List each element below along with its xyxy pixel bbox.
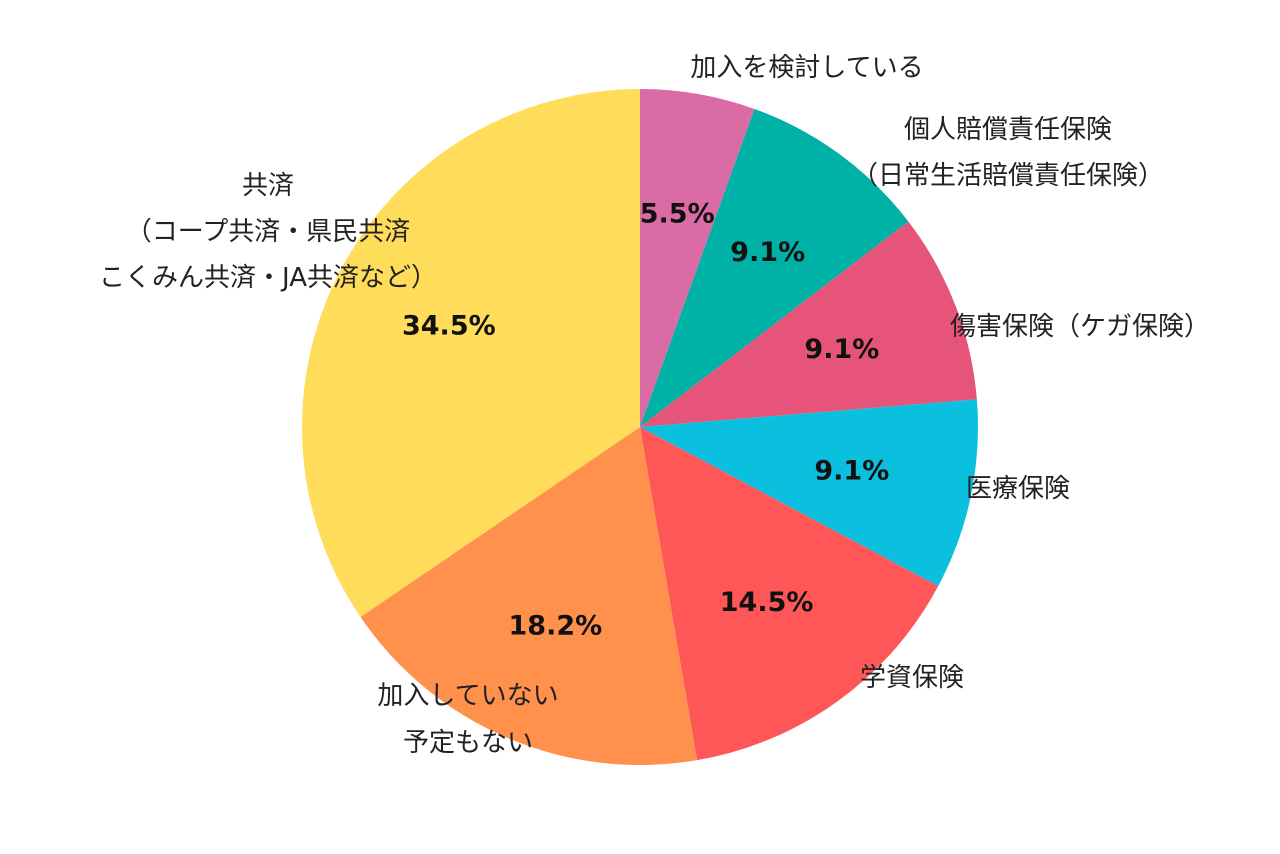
slice-category-label-line: 傷害保険（ケガ保険）	[950, 312, 1210, 342]
slice-category-label: 学資保険	[860, 663, 964, 693]
slice-category-label-line: 加入を検討している	[690, 53, 923, 83]
pie-slice	[360, 427, 698, 765]
slice-category-label-line: （コープ共済・県民共済	[126, 217, 410, 247]
slice-category-label-line: 加入していない	[377, 681, 558, 711]
slice-category-label: 加入していない予定もない	[377, 681, 558, 758]
slice-category-label-line: こくみん共済・JA共済など）	[99, 263, 437, 293]
pie-slice	[302, 89, 640, 617]
pie-slice	[640, 108, 909, 427]
slice-category-label-line: 学資保険	[860, 663, 964, 693]
slice-category-label: 個人賠償責任保険 （日常生活賠償責任保険）	[852, 115, 1164, 191]
slice-category-label: 加入を検討している	[690, 53, 923, 83]
pie-slice	[640, 399, 978, 587]
pie-slice	[640, 221, 977, 427]
slice-category-label: 医療保険	[966, 474, 1070, 504]
slice-percent-label: 9.1%	[730, 237, 805, 268]
slice-percent-label: 9.1%	[814, 455, 889, 486]
slice-category-label: 共済 （コープ共済・県民共済こくみん共済・JA共済など）	[99, 171, 437, 293]
slice-percent-label: 14.5%	[720, 587, 814, 618]
pie-slice	[640, 89, 755, 427]
slice-percent-label: 18.2%	[509, 611, 603, 642]
slice-percent-label: 5.5%	[640, 198, 715, 229]
slice-category-label: 傷害保険（ケガ保険）	[950, 312, 1210, 342]
slice-category-label-line: 共済	[242, 171, 294, 201]
slice-category-label-line: 医療保険	[966, 474, 1070, 504]
slice-category-label-line: （日常生活賠償責任保険）	[852, 161, 1164, 191]
pie-slice	[640, 427, 939, 761]
slice-percent-label: 34.5%	[402, 310, 496, 341]
slice-category-label-line: 予定もない	[403, 728, 533, 758]
slice-category-label-line: 個人賠償責任保険	[904, 115, 1112, 145]
slice-percent-label: 9.1%	[804, 334, 879, 365]
